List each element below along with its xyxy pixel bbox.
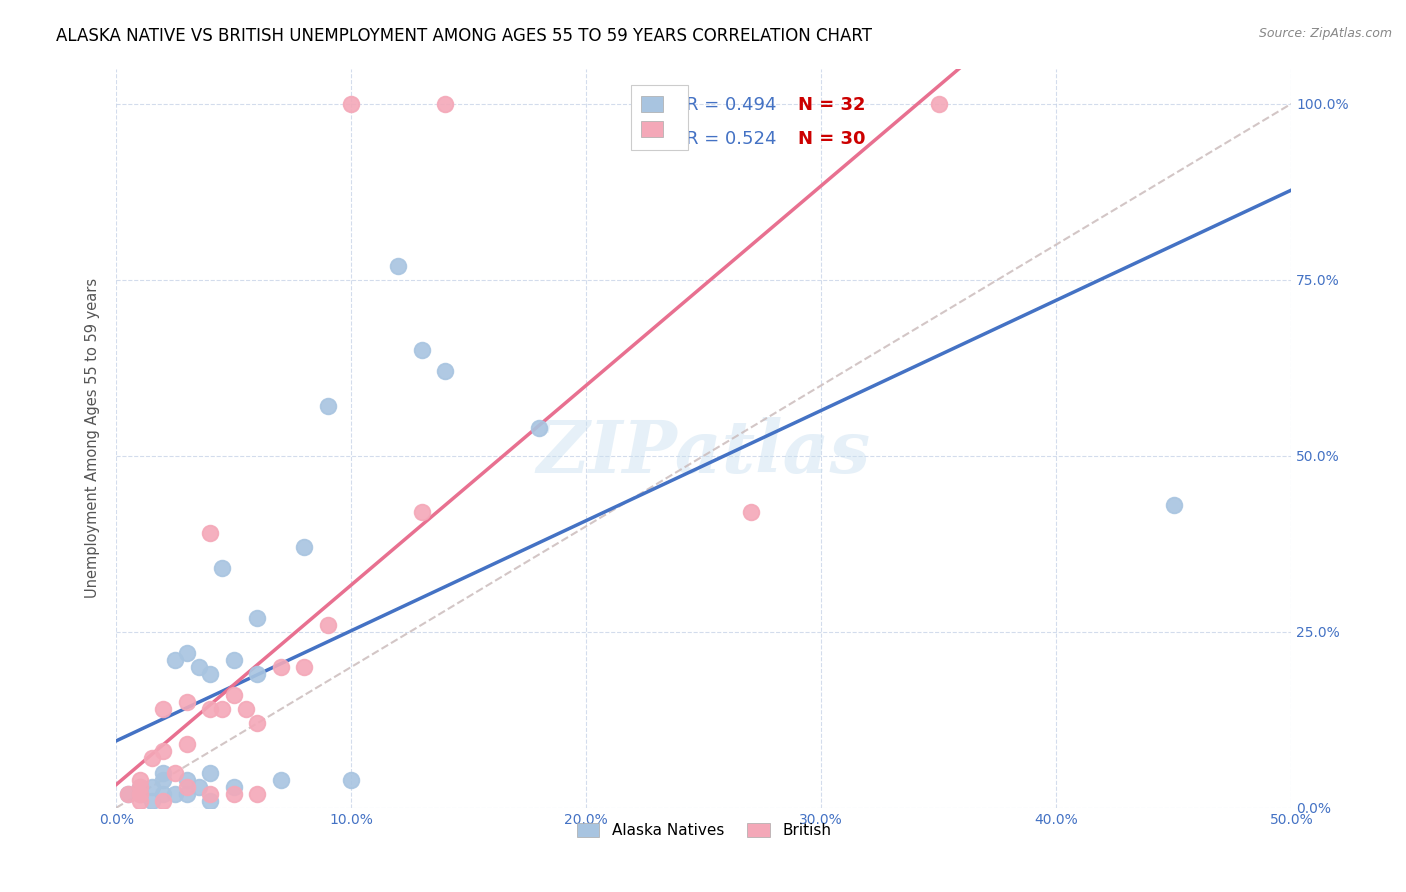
- British: [152, 702, 174, 716]
- British: [340, 96, 363, 111]
- Alaska Natives: [200, 667, 222, 681]
- Text: ALASKA NATIVE VS BRITISH UNEMPLOYMENT AMONG AGES 55 TO 59 YEARS CORRELATION CHAR: ALASKA NATIVE VS BRITISH UNEMPLOYMENT AM…: [56, 27, 872, 45]
- Text: R = 0.524: R = 0.524: [686, 129, 776, 148]
- British: [117, 787, 139, 801]
- Alaska Natives: [187, 660, 209, 674]
- British: [128, 794, 150, 808]
- Alaska Natives: [529, 420, 551, 434]
- Alaska Natives: [176, 646, 198, 660]
- British: [141, 751, 163, 765]
- British: [222, 787, 245, 801]
- British: [222, 688, 245, 702]
- British: [928, 96, 950, 111]
- British: [292, 660, 315, 674]
- Alaska Natives: [128, 780, 150, 794]
- Alaska Natives: [200, 765, 222, 780]
- British: [211, 702, 233, 716]
- British: [200, 702, 222, 716]
- Alaska Natives: [434, 364, 457, 378]
- British: [176, 738, 198, 752]
- Alaska Natives: [292, 541, 315, 555]
- Alaska Natives: [187, 780, 209, 794]
- Alaska Natives: [152, 772, 174, 787]
- British: [235, 702, 257, 716]
- British: [200, 787, 222, 801]
- Alaska Natives: [141, 780, 163, 794]
- Alaska Natives: [1163, 498, 1185, 512]
- Alaska Natives: [141, 794, 163, 808]
- Alaska Natives: [152, 765, 174, 780]
- Alaska Natives: [316, 400, 339, 414]
- British: [152, 744, 174, 758]
- Alaska Natives: [163, 653, 186, 667]
- Alaska Natives: [270, 772, 292, 787]
- British: [316, 617, 339, 632]
- British: [200, 526, 222, 541]
- Alaska Natives: [128, 787, 150, 801]
- Alaska Natives: [200, 794, 222, 808]
- Alaska Natives: [211, 561, 233, 575]
- British: [128, 787, 150, 801]
- Legend: Alaska Natives, British: Alaska Natives, British: [571, 817, 837, 845]
- British: [740, 505, 762, 519]
- British: [434, 96, 457, 111]
- British: [246, 716, 269, 731]
- British: [128, 780, 150, 794]
- Alaska Natives: [387, 259, 409, 273]
- Alaska Natives: [411, 343, 433, 358]
- Alaska Natives: [117, 787, 139, 801]
- Alaska Natives: [176, 772, 198, 787]
- Alaska Natives: [163, 787, 186, 801]
- Text: N = 30: N = 30: [797, 129, 865, 148]
- British: [246, 787, 269, 801]
- Alaska Natives: [246, 667, 269, 681]
- Text: ZIPatlas: ZIPatlas: [537, 417, 870, 489]
- Text: R = 0.494: R = 0.494: [686, 96, 776, 114]
- Alaska Natives: [152, 787, 174, 801]
- Alaska Natives: [246, 610, 269, 624]
- Alaska Natives: [222, 653, 245, 667]
- British: [163, 765, 186, 780]
- Text: N = 32: N = 32: [797, 96, 865, 114]
- Alaska Natives: [340, 772, 363, 787]
- Y-axis label: Unemployment Among Ages 55 to 59 years: Unemployment Among Ages 55 to 59 years: [86, 278, 100, 599]
- British: [176, 695, 198, 709]
- British: [152, 794, 174, 808]
- Text: Source: ZipAtlas.com: Source: ZipAtlas.com: [1258, 27, 1392, 40]
- British: [176, 780, 198, 794]
- British: [270, 660, 292, 674]
- British: [411, 505, 433, 519]
- Alaska Natives: [176, 787, 198, 801]
- British: [128, 772, 150, 787]
- Alaska Natives: [222, 780, 245, 794]
